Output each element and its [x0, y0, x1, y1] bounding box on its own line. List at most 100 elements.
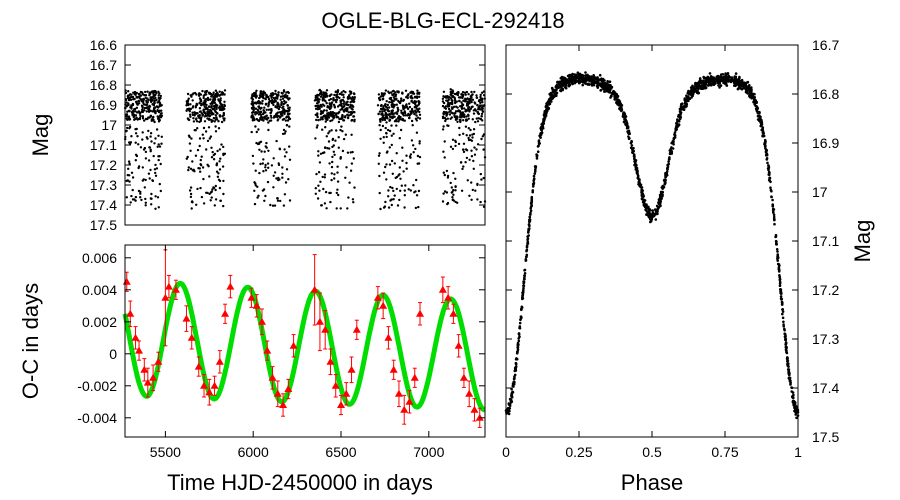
phase-point: [739, 82, 742, 85]
time-series-point: [250, 130, 253, 134]
time-series-point: [336, 171, 339, 174]
time-series-point: [208, 192, 211, 196]
time-series-point: [143, 106, 146, 110]
phase-point: [584, 71, 587, 74]
time-series-point: [209, 199, 212, 202]
phase-point: [774, 239, 778, 243]
time-series-point: [465, 134, 468, 137]
phase-point: [704, 82, 708, 86]
time-series-point: [386, 116, 389, 120]
time-series-point: [473, 90, 476, 94]
phase-point: [746, 91, 749, 95]
phase-point: [767, 170, 771, 174]
time-series-point: [218, 179, 222, 183]
time-series-point: [465, 119, 469, 122]
time-series-point: [459, 96, 462, 99]
phase-point: [778, 284, 782, 288]
time-series-point: [414, 109, 417, 112]
time-series-point: [215, 170, 219, 173]
time-series-point: [332, 116, 335, 120]
phase-point: [781, 312, 784, 316]
time-series-point: [446, 105, 450, 108]
time-series-point: [222, 145, 225, 149]
phase-point: [724, 77, 727, 80]
time-series-point: [381, 124, 385, 128]
time-series-point: [337, 146, 340, 149]
time-series-point: [449, 88, 452, 91]
time-series-point: [158, 109, 161, 113]
o-c-point: [465, 389, 474, 397]
time-series-point: [322, 94, 325, 97]
time-series-point: [277, 163, 281, 167]
time-series-point: [462, 119, 465, 122]
phase-point: [732, 79, 736, 83]
phase-point: [703, 86, 707, 90]
phase-point: [770, 195, 773, 199]
time-series-point: [221, 165, 225, 168]
phase-point: [640, 190, 644, 194]
time-series-point: [154, 171, 157, 175]
phase-point: [540, 131, 544, 134]
phase-point: [748, 84, 751, 87]
time-series-point: [447, 107, 451, 111]
time-series-point: [476, 110, 479, 114]
phase-point: [720, 79, 723, 83]
time-series-point: [200, 164, 203, 167]
time-series-point: [151, 103, 154, 106]
phase-point: [567, 84, 571, 88]
time-series-point: [200, 155, 203, 158]
time-series-point: [125, 105, 128, 108]
time-series-point: [382, 141, 385, 144]
time-series-point: [409, 110, 412, 113]
phase-point: [777, 266, 781, 269]
time-series-point: [125, 101, 128, 104]
time-series-point: [158, 145, 162, 148]
time-series-point: [418, 142, 421, 145]
time-series-point: [461, 91, 465, 94]
time-series-point: [256, 108, 259, 112]
phase-point: [709, 75, 713, 78]
o-c-point: [347, 365, 356, 373]
time-series-point: [266, 162, 270, 165]
time-series-point: [458, 99, 461, 103]
time-series-point: [264, 145, 267, 148]
time-series-point: [210, 101, 214, 104]
phase-point: [694, 83, 697, 86]
time-series-point: [288, 117, 291, 121]
time-series-point: [346, 96, 350, 100]
time-series-point: [150, 119, 153, 123]
time-series-point: [403, 206, 406, 209]
time-series-point: [331, 145, 334, 149]
phase-point: [761, 128, 765, 132]
time-series-point: [210, 156, 214, 159]
time-series-point: [284, 181, 288, 184]
time-series-point: [199, 158, 202, 162]
phase-point: [511, 384, 515, 388]
time-series-point: [222, 179, 225, 183]
time-series-point: [156, 196, 160, 199]
time-series-point: [453, 97, 457, 100]
time-series-point: [217, 127, 221, 130]
time-series-point: [467, 93, 470, 96]
phase-point: [562, 77, 565, 81]
time-series-point: [261, 102, 264, 105]
time-series-point: [447, 124, 450, 128]
phase-point: [781, 310, 785, 313]
time-series-point: [155, 167, 159, 170]
time-series-point: [346, 151, 350, 154]
time-series-point: [264, 194, 267, 198]
time-series-point: [473, 101, 476, 104]
phase-y-tick-label: 17.4: [812, 380, 839, 396]
phase-point: [512, 377, 516, 381]
phase-point: [664, 173, 667, 176]
phase-point: [774, 235, 778, 238]
phase-point: [784, 338, 787, 341]
time-series-point: [139, 146, 143, 149]
phase-point: [564, 84, 567, 88]
time-series-point: [474, 109, 477, 112]
time-series-point: [482, 148, 485, 151]
time-series-point: [448, 102, 451, 105]
time-series-point: [201, 166, 205, 169]
time-series-point: [319, 103, 322, 107]
phase-point: [776, 259, 779, 262]
